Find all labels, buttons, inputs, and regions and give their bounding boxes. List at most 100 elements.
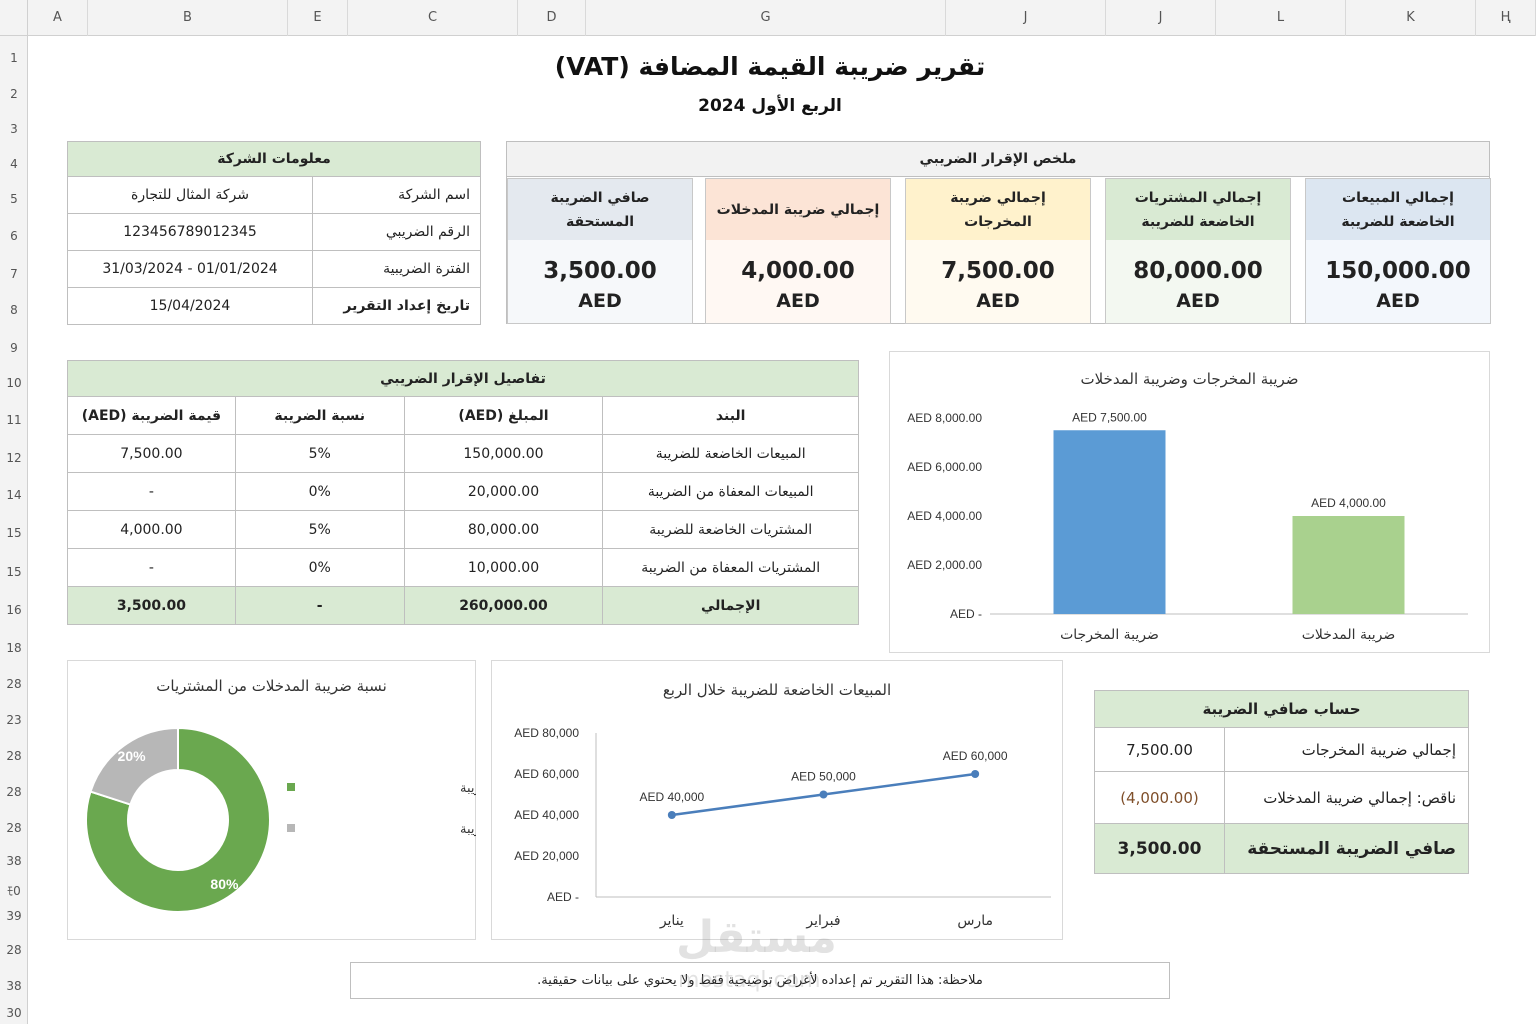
row-header[interactable]: 38: [6, 854, 22, 868]
column-header[interactable]: C: [348, 0, 518, 36]
item-cell[interactable]: المشتريات المعفاة من الضريبة: [602, 548, 859, 587]
row-header[interactable]: 39: [6, 909, 22, 923]
column-header[interactable]: K: [1346, 0, 1476, 36]
row-header[interactable]: 12: [6, 451, 22, 465]
amount-cell[interactable]: 150,000.00: [403, 434, 604, 473]
watermark-domain: mostaql.com: [678, 968, 821, 993]
row-header[interactable]: 4: [10, 157, 18, 171]
input-tax-label[interactable]: ناقص: إجمالي ضريبة المدخلات: [1224, 771, 1469, 824]
row-header[interactable]: 11: [6, 413, 22, 427]
item-cell[interactable]: المبيعات الخاضعة للضريبة: [602, 434, 859, 473]
y-tick-label: AED 40,000: [514, 808, 579, 822]
y-tick-label: AED 2,000.00: [907, 558, 982, 572]
row-header[interactable]: 9: [10, 341, 18, 355]
row-header[interactable]: 15: [6, 565, 22, 579]
row-header[interactable]: 14: [6, 488, 22, 502]
column-header[interactable]: J: [946, 0, 1106, 36]
tax-details-table: تفاصيل الإقرار الضريبي البند المبلغ (AED…: [67, 360, 859, 625]
column-header[interactable]: E: [288, 0, 348, 36]
rate-cell[interactable]: 0%: [234, 472, 405, 511]
column-header-amount[interactable]: المبلغ (AED): [403, 396, 604, 435]
row-header[interactable]: ﾓ0: [7, 884, 21, 898]
column-header[interactable]: G: [586, 0, 946, 36]
row-header[interactable]: 28: [6, 677, 22, 691]
row-header[interactable]: 15: [6, 526, 22, 540]
amount-cell[interactable]: 80,000.00: [403, 510, 604, 549]
rate-cell[interactable]: 0%: [234, 548, 405, 587]
legend-label: المشتريات الخاضعة للضريبة: [460, 781, 476, 796]
company-value[interactable]: 15/04/2024: [67, 287, 313, 325]
company-label[interactable]: الفترة الضريبية: [312, 250, 481, 288]
tax-details-header: تفاصيل الإقرار الضريبي: [67, 360, 859, 397]
legend-label: المشتريات المعفاة من الضريبة: [460, 822, 476, 837]
row-header[interactable]: 28: [6, 749, 22, 763]
total-tax-cell[interactable]: 3,500.00: [67, 586, 236, 625]
summary-card-title: إجمالي المبيعات الخاضعة للضريبة: [1306, 179, 1490, 240]
output-tax-value[interactable]: 7,500.00: [1094, 727, 1225, 772]
row-header[interactable]: 28: [6, 785, 22, 799]
column-header-tax[interactable]: قيمة الضريبة (AED): [67, 396, 236, 435]
summary-card[interactable]: إجمالي المبيعات الخاضعة للضريبة 150,000.0…: [1305, 178, 1491, 324]
select-all-corner[interactable]: [0, 0, 28, 36]
summary-card-unit: AED: [578, 290, 622, 312]
item-cell[interactable]: المشتريات الخاضعة للضريبة: [602, 510, 859, 549]
summary-card[interactable]: إجمالي ضريبة المدخلات 4,000.00 AED: [705, 178, 891, 324]
row-header[interactable]: 16: [6, 603, 22, 617]
row-header[interactable]: 6: [10, 229, 18, 243]
net-tax-value[interactable]: 3,500.00: [1094, 823, 1225, 874]
row-header[interactable]: 10: [6, 376, 22, 390]
total-amount-cell[interactable]: 260,000.00: [403, 586, 604, 625]
company-value[interactable]: 123456789012345: [67, 213, 313, 251]
row-header[interactable]: 8: [10, 303, 18, 317]
total-item-cell[interactable]: الإجمالي: [602, 586, 859, 625]
row-header[interactable]: 28: [6, 943, 22, 957]
tax-cell[interactable]: -: [67, 548, 236, 587]
row-header[interactable]: 28: [6, 821, 22, 835]
row-header[interactable]: 18: [6, 641, 22, 655]
row-header[interactable]: 23: [6, 713, 22, 727]
output-input-tax-chart[interactable]: ضريبة المخرجات وضريبة المدخلات AED - AED …: [889, 351, 1490, 653]
output-tax-label[interactable]: إجمالي ضريبة المخرجات: [1224, 727, 1469, 772]
total-rate-cell[interactable]: -: [234, 586, 405, 625]
rate-cell[interactable]: 5%: [234, 510, 405, 549]
row-header[interactable]: 30: [6, 1006, 22, 1020]
company-info-header: معلومات الشركة: [67, 141, 481, 177]
company-label[interactable]: اسم الشركة: [312, 176, 481, 214]
tax-cell[interactable]: 7,500.00: [67, 434, 236, 473]
line-chart-title: المبيعات الخاضعة للضريبة خلال الربع: [662, 681, 892, 699]
company-value[interactable]: 01/01/2024 - 31/03/2024: [67, 250, 313, 288]
amount-cell[interactable]: 10,000.00: [403, 548, 604, 587]
summary-card-value: 150,000.00: [1325, 258, 1471, 284]
column-header-rate[interactable]: نسبة الضريبة: [234, 396, 405, 435]
company-label[interactable]: الرقم الضريبي: [312, 213, 481, 251]
company-value[interactable]: شركة المثال للتجارة: [67, 176, 313, 214]
column-header[interactable]: J: [1106, 0, 1216, 36]
column-header[interactable]: L: [1216, 0, 1346, 36]
row-header[interactable]: 1: [10, 51, 18, 65]
row-header[interactable]: 7: [10, 267, 18, 281]
column-header-item[interactable]: البند: [602, 396, 859, 435]
item-cell[interactable]: المبيعات المعفاة من الضريبة: [602, 472, 859, 511]
summary-card-unit: AED: [776, 290, 820, 312]
point-data-label: AED 50,000: [791, 770, 856, 784]
column-header[interactable]: D: [518, 0, 586, 36]
company-label[interactable]: تاريخ إعداد التقرير: [312, 287, 481, 325]
input-tax-ratio-chart[interactable]: نسبة ضريبة المدخلات من المشتريات 80% 20% ا…: [67, 660, 476, 940]
taxable-sales-chart[interactable]: المبيعات الخاضعة للضريبة خلال الربع AED …: [491, 660, 1063, 940]
row-header[interactable]: 3: [10, 122, 18, 136]
column-header[interactable]: A: [28, 0, 88, 36]
amount-cell[interactable]: 20,000.00: [403, 472, 604, 511]
row-header[interactable]: 5: [10, 192, 18, 206]
column-header[interactable]: Ⱨ: [1476, 0, 1536, 36]
tax-cell[interactable]: -: [67, 472, 236, 511]
rate-cell[interactable]: 5%: [234, 434, 405, 473]
row-header[interactable]: 2: [10, 87, 18, 101]
row-header[interactable]: 38: [6, 979, 22, 993]
column-header[interactable]: B: [88, 0, 288, 36]
summary-card[interactable]: إجمالي المشتريات الخاضعة للضريبة 80,000.0…: [1105, 178, 1291, 324]
net-tax-label[interactable]: صافي الضريبة المستحقة: [1224, 823, 1469, 874]
tax-cell[interactable]: 4,000.00: [67, 510, 236, 549]
summary-card[interactable]: إجمالي ضريبة المخرجات 7,500.00 AED: [905, 178, 1091, 324]
summary-card[interactable]: صافي الضريبة المستحقة 3,500.00 AED: [507, 178, 693, 324]
input-tax-value[interactable]: (4,000.00): [1094, 771, 1225, 824]
